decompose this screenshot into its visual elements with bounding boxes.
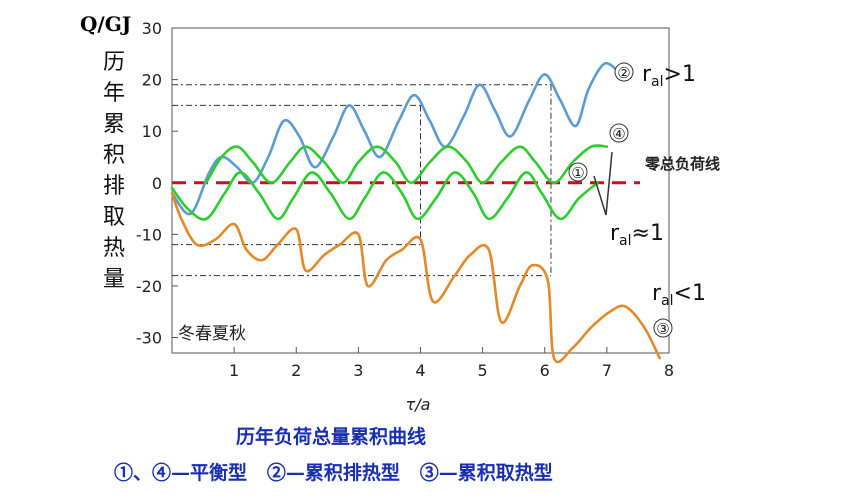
series-line-4 bbox=[170, 191, 661, 364]
series-lines bbox=[170, 62, 661, 364]
y-tick-label: -30 bbox=[136, 329, 162, 348]
curve-3-marker bbox=[653, 318, 673, 338]
series-line-2 bbox=[170, 171, 599, 221]
reference-lines bbox=[172, 84, 552, 277]
curve-3-number: ③ bbox=[656, 320, 669, 338]
x-tick-label: 5 bbox=[478, 361, 488, 380]
axis-ticks: 30 20 10 0 -10 -20 -30 1 2 3 4 5 6 7 8 bbox=[136, 19, 674, 380]
curve-1-marker bbox=[568, 162, 588, 182]
r-al-approx-pointer-a bbox=[593, 175, 607, 216]
series-line-1 bbox=[170, 62, 618, 216]
r-al-approx-pointer-b bbox=[605, 151, 613, 216]
y-tick-label: 30 bbox=[142, 19, 162, 38]
zero-line-label: 零总负荷线 bbox=[644, 155, 720, 173]
y-tick-label: -10 bbox=[136, 225, 162, 244]
x-axis-label: τ/a bbox=[406, 395, 431, 414]
curve-2-marker bbox=[614, 62, 634, 82]
chart-caption: 历年负荷总量累积曲线 bbox=[236, 426, 427, 448]
type-legend: ①、④—平衡型 ②—累积排热型 ③—累积取热型 bbox=[114, 458, 553, 485]
y-axis-title: 历年累积排取热量 bbox=[102, 50, 125, 292]
legend-item-balanced: ①、④—平衡型 bbox=[114, 462, 248, 484]
legend-item-heat-extraction: ③—累积取热型 bbox=[419, 462, 553, 484]
x-tick-label: 4 bbox=[415, 361, 425, 380]
r-al-lt-label: ral<1 bbox=[652, 281, 706, 309]
x-tick-label: 3 bbox=[353, 361, 363, 380]
y-axis-unit: Q/GJ bbox=[80, 12, 132, 36]
curve-4-marker bbox=[609, 123, 629, 143]
x-tick-label: 2 bbox=[291, 361, 301, 380]
x-tick-label: 8 bbox=[664, 361, 674, 380]
r-al-approx-label: ral≈1 bbox=[610, 221, 664, 249]
season-label: 冬春夏秋 bbox=[178, 324, 246, 344]
x-tick-label: 7 bbox=[602, 361, 612, 380]
y-tick-label: -20 bbox=[136, 277, 162, 296]
y-tick-label: 0 bbox=[152, 174, 162, 193]
y-tick-label: 10 bbox=[142, 122, 162, 141]
legend-item-heat-rejection: ②—累积排热型 bbox=[266, 462, 400, 484]
x-tick-label: 6 bbox=[540, 361, 550, 380]
x-tick-label: 1 bbox=[229, 361, 239, 380]
series-line-3 bbox=[204, 144, 609, 185]
r-al-gt-label: ral>1 bbox=[642, 62, 696, 90]
curve-1-number: ① bbox=[571, 164, 584, 182]
y-tick-label: 20 bbox=[142, 71, 162, 90]
curve-4-number: ④ bbox=[612, 125, 625, 143]
curve-2-number: ② bbox=[617, 64, 630, 82]
